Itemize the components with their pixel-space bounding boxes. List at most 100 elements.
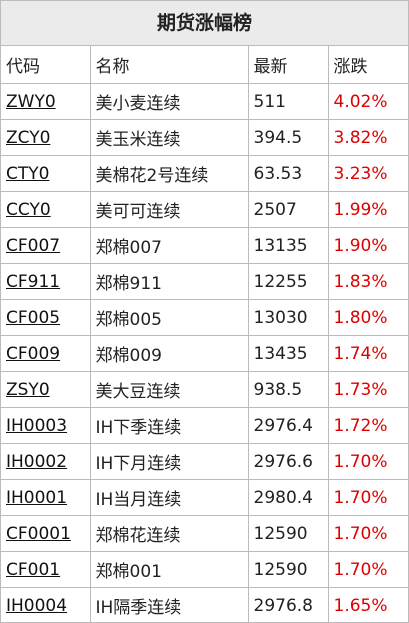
code-cell: CCY0 — [1, 191, 91, 228]
column-header: 涨跌 — [327, 46, 408, 84]
change-percent-cell: 1.74% — [327, 335, 408, 372]
code-cell: CF001 — [1, 551, 91, 588]
table-body: ZWY0 美小麦连续 511 4.02% ZCY0 美玉米连续 394.5 3.82% CTY0… — [1, 83, 408, 623]
change-percent-cell: 1.70% — [327, 443, 408, 480]
change-percent: 1.70% — [333, 559, 388, 580]
latest-price-cell: 12590 — [247, 551, 329, 588]
change-percent: 3.23% — [333, 163, 388, 184]
name-cell: 美小麦连续 — [89, 83, 249, 120]
name-cell: 美棉花2号连续 — [89, 155, 249, 192]
table-row: ZWY0 美小麦连续 511 4.02% — [1, 83, 408, 120]
change-percent: 1.72% — [333, 415, 388, 436]
name-cell: 郑棉009 — [89, 335, 249, 372]
change-percent: 4.02% — [333, 91, 388, 112]
code-cell: ZCY0 — [1, 119, 91, 156]
name-cell: 郑棉005 — [89, 299, 249, 336]
change-percent: 1.90% — [333, 235, 388, 256]
name-cell: IH下季连续 — [89, 407, 249, 444]
table-row: CF911 郑棉911 12255 1.83% — [1, 263, 408, 300]
code-cell: ZSY0 — [1, 371, 91, 408]
change-percent-cell: 1.72% — [327, 407, 408, 444]
latest-price: 12590 — [253, 523, 308, 544]
name-cell: 美可可连续 — [89, 191, 249, 228]
name-cell: IH下月连续 — [89, 443, 249, 480]
code-link[interactable]: CF005 — [6, 307, 61, 328]
latest-price: 2976.8 — [253, 595, 313, 616]
name-cell: IH隔季连续 — [89, 587, 249, 623]
latest-price-cell: 63.53 — [247, 155, 329, 192]
code-link[interactable]: ZWY0 — [6, 91, 56, 112]
name-cell: 郑棉花连续 — [89, 515, 249, 552]
latest-price: 13435 — [253, 343, 308, 364]
change-percent-cell: 1.70% — [327, 551, 408, 588]
latest-price-cell: 12255 — [247, 263, 329, 300]
table-row: CTY0 美棉花2号连续 63.53 3.23% — [1, 155, 408, 192]
code-link[interactable]: IH0001 — [6, 487, 68, 508]
change-percent-cell: 1.83% — [327, 263, 408, 300]
code-link[interactable]: ZSY0 — [6, 379, 50, 400]
column-header: 最新 — [247, 46, 329, 84]
code-cell: CF911 — [1, 263, 91, 300]
latest-price-cell: 2976.8 — [247, 587, 329, 623]
name: 郑棉005 — [95, 310, 162, 330]
change-percent: 1.65% — [333, 595, 388, 616]
code-link[interactable]: CF001 — [6, 559, 61, 580]
latest-price: 938.5 — [253, 379, 303, 400]
change-percent-cell: 1.70% — [327, 515, 408, 552]
latest-price: 13135 — [253, 235, 308, 256]
latest-price-cell: 2976.6 — [247, 443, 329, 480]
latest-price-cell: 2976.4 — [247, 407, 329, 444]
change-percent-cell: 4.02% — [327, 83, 408, 120]
name: 美可可连续 — [95, 202, 181, 222]
name-cell: IH当月连续 — [89, 479, 249, 516]
latest-price: 2976.6 — [253, 451, 313, 472]
table-row: CCY0 美可可连续 2507 1.99% — [1, 191, 408, 228]
table-row: ZCY0 美玉米连续 394.5 3.82% — [1, 119, 408, 156]
table-row: IH0003 IH下季连续 2976.4 1.72% — [1, 407, 408, 444]
latest-price-cell: 13435 — [247, 335, 329, 372]
latest-price: 394.5 — [253, 127, 303, 148]
panel-title: 期货涨幅榜 — [1, 1, 408, 46]
latest-price: 2507 — [253, 199, 297, 220]
code-link[interactable]: CCY0 — [6, 199, 51, 220]
latest-price: 511 — [253, 91, 286, 112]
change-percent: 1.70% — [333, 487, 388, 508]
latest-price-cell: 2980.4 — [247, 479, 329, 516]
code-link[interactable]: CF007 — [6, 235, 61, 256]
name: 美玉米连续 — [95, 130, 181, 150]
code-link[interactable]: IH0003 — [6, 415, 68, 436]
name: 郑棉911 — [95, 274, 162, 294]
name-cell: 郑棉911 — [89, 263, 249, 300]
code-link[interactable]: ZCY0 — [6, 127, 51, 148]
latest-price: 12590 — [253, 559, 308, 580]
change-percent-cell: 3.23% — [327, 155, 408, 192]
table-row: CF009 郑棉009 13435 1.74% — [1, 335, 408, 372]
latest-price: 12255 — [253, 271, 308, 292]
name: IH隔季连续 — [95, 598, 182, 618]
latest-price: 2980.4 — [253, 487, 313, 508]
column-header: 代码 — [1, 46, 91, 84]
change-percent: 1.99% — [333, 199, 388, 220]
table-row: IH0002 IH下月连续 2976.6 1.70% — [1, 443, 408, 480]
latest-price-cell: 12590 — [247, 515, 329, 552]
latest-price: 2976.4 — [253, 415, 313, 436]
code-cell: CF009 — [1, 335, 91, 372]
code-link[interactable]: IH0002 — [6, 451, 68, 472]
code-link[interactable]: CF009 — [6, 343, 61, 364]
code-link[interactable]: CF0001 — [6, 523, 71, 544]
code-link[interactable]: CF911 — [6, 271, 61, 292]
latest-price-cell: 938.5 — [247, 371, 329, 408]
name-cell: 美大豆连续 — [89, 371, 249, 408]
name: 美大豆连续 — [95, 382, 181, 402]
change-percent-cell: 1.80% — [327, 299, 408, 336]
code-link[interactable]: CTY0 — [6, 163, 50, 184]
name: IH下月连续 — [95, 454, 182, 474]
table-row: IH0004 IH隔季连续 2976.8 1.65% — [1, 587, 408, 623]
latest-price-cell: 13135 — [247, 227, 329, 264]
name: 郑棉009 — [95, 346, 162, 366]
change-percent-cell: 3.82% — [327, 119, 408, 156]
column-header: 名称 — [89, 46, 249, 84]
code-cell: IH0001 — [1, 479, 91, 516]
table-row: CF0001 郑棉花连续 12590 1.70% — [1, 515, 408, 552]
code-link[interactable]: IH0004 — [6, 595, 68, 616]
